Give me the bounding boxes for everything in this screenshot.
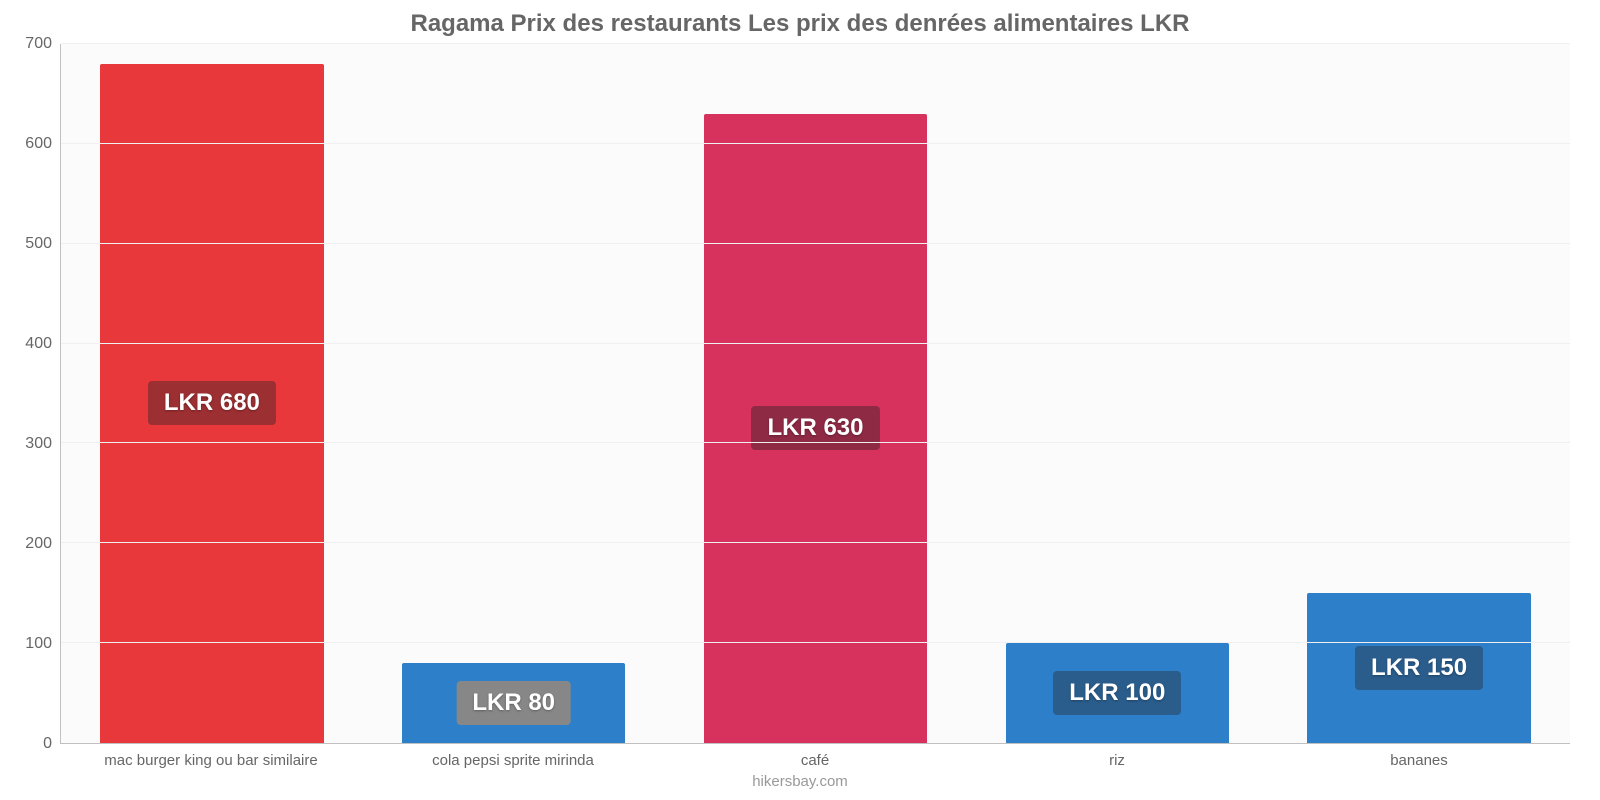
gridline [61, 43, 1570, 44]
chart-title: Ragama Prix des restaurants Les prix des… [0, 0, 1600, 44]
bar: LKR 630 [704, 114, 927, 743]
bar-slot: LKR 630 [665, 44, 967, 743]
chart-footer: hikersbay.com [0, 771, 1600, 800]
bar: LKR 100 [1006, 643, 1229, 743]
bar-slot: LKR 80 [363, 44, 665, 743]
y-axis: 0100200300400500600700 [0, 44, 60, 744]
y-tick-label: 100 [25, 635, 52, 653]
bar-value-label: LKR 80 [456, 681, 571, 725]
gridline [61, 442, 1570, 443]
x-categories: mac burger king ou bar similairecola pep… [60, 744, 1570, 771]
bar-slot: LKR 150 [1268, 44, 1570, 743]
gridline [61, 542, 1570, 543]
y-tick-label: 400 [25, 335, 52, 353]
gridline [61, 642, 1570, 643]
bar-value-label: LKR 680 [148, 381, 276, 425]
x-category-label: café [664, 744, 966, 771]
x-category-label: cola pepsi sprite mirinda [362, 744, 664, 771]
bar-value-label: LKR 100 [1053, 671, 1181, 715]
x-axis-row: mac burger king ou bar similairecola pep… [0, 744, 1600, 771]
plot-row: 0100200300400500600700 LKR 680LKR 80LKR … [0, 44, 1600, 744]
bar-slot: LKR 100 [966, 44, 1268, 743]
bar-value-label: LKR 630 [751, 406, 879, 450]
gridline [61, 143, 1570, 144]
gridline [61, 243, 1570, 244]
bars-container: LKR 680 LKR 80 LKR 630 LKR 100 LKR 150 [61, 44, 1570, 743]
plot-area: LKR 680 LKR 80 LKR 630 LKR 100 LKR 150 [60, 44, 1570, 744]
gridline [61, 343, 1570, 344]
y-tick-label: 500 [25, 235, 52, 253]
y-tick-label: 300 [25, 435, 52, 453]
bar: LKR 680 [100, 64, 323, 743]
bar-slot: LKR 680 [61, 44, 363, 743]
y-tick-label: 200 [25, 535, 52, 553]
bar: LKR 150 [1307, 593, 1530, 743]
y-tick-label: 700 [25, 35, 52, 53]
y-tick-label: 0 [43, 735, 52, 753]
x-category-label: bananes [1268, 744, 1570, 771]
y-tick-label: 600 [25, 135, 52, 153]
bar: LKR 80 [402, 663, 625, 743]
x-category-label: riz [966, 744, 1268, 771]
price-bar-chart: Ragama Prix des restaurants Les prix des… [0, 0, 1600, 800]
x-category-label: mac burger king ou bar similaire [60, 744, 362, 771]
bar-value-label: LKR 150 [1355, 646, 1483, 690]
